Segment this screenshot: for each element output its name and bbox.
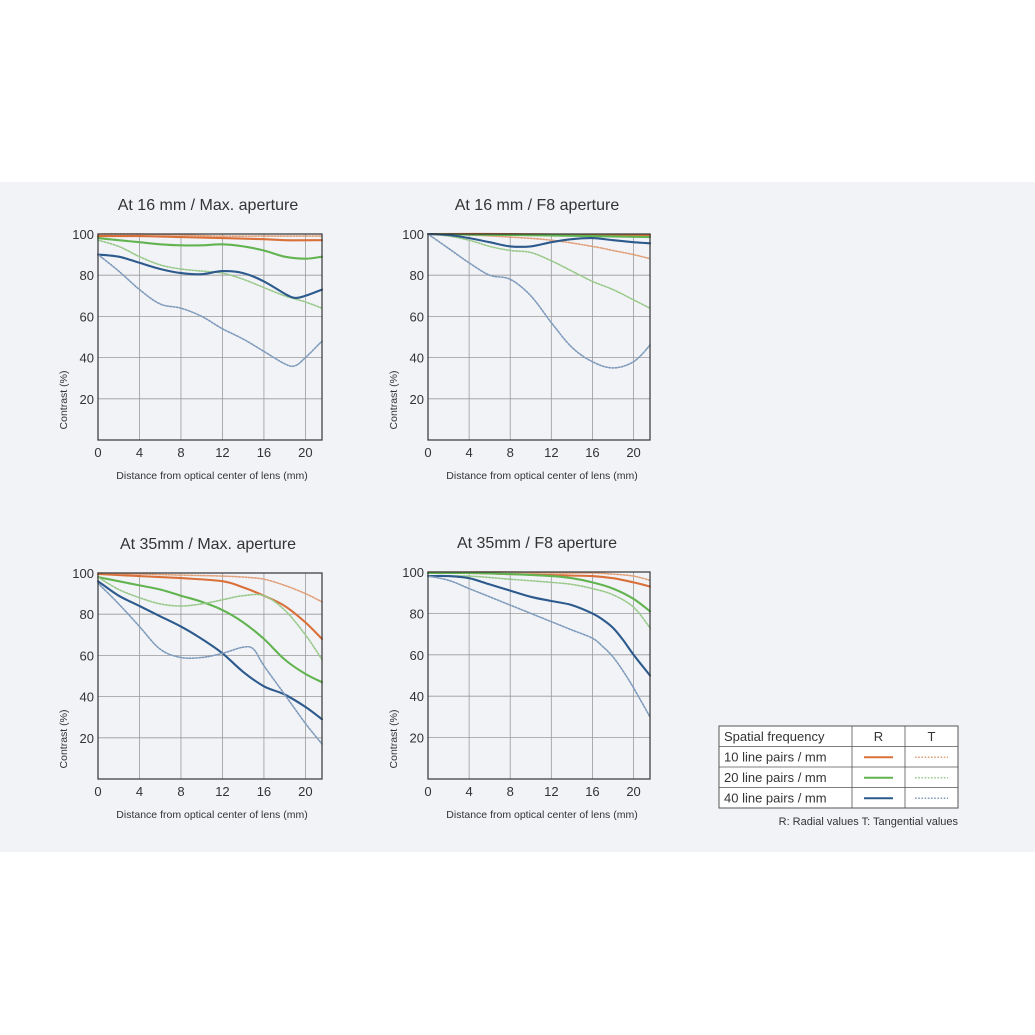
x-tick-label: 4 — [136, 784, 143, 799]
plot-frame — [427, 233, 651, 441]
y-tick-label: 60 — [80, 648, 94, 663]
x-tick-label: 12 — [544, 445, 558, 460]
chart-title: At 16 mm / Max. aperture — [118, 197, 299, 214]
chart-title: At 16 mm / F8 aperture — [455, 197, 620, 214]
x-tick-label: 20 — [298, 445, 312, 460]
x-tick-label: 4 — [136, 445, 143, 460]
x-tick-label: 12 — [544, 784, 558, 799]
series-line-40lp-radial — [426, 232, 652, 248]
legend-col-r: R — [874, 729, 883, 744]
x-tick-label: 0 — [94, 445, 101, 460]
series-line-40lp-radial — [426, 574, 652, 677]
y-tick-label: 100 — [402, 565, 424, 580]
y-tick-label: 80 — [80, 268, 94, 283]
y-tick-label: 100 — [402, 227, 424, 242]
series-line-40lp-radial — [96, 253, 324, 300]
x-axis-label: Distance from optical center of lens (mm… — [116, 809, 307, 821]
y-tick-label: 40 — [410, 351, 424, 366]
series-line-20lp-radial — [96, 237, 324, 260]
series-line-10lp-radial — [96, 572, 324, 640]
y-tick-label: 80 — [80, 607, 94, 622]
y-tick-label: 80 — [410, 268, 424, 283]
legend-row-label: 20 line pairs / mm — [724, 770, 827, 785]
chart-title: At 35mm / Max. aperture — [120, 536, 296, 553]
x-tick-label: 20 — [298, 784, 312, 799]
legend-header: Spatial frequency — [724, 729, 825, 744]
x-tick-label: 8 — [177, 784, 184, 799]
chart-title: At 35mm / F8 aperture — [457, 535, 617, 552]
y-tick-label: 40 — [80, 690, 94, 705]
x-tick-label: 4 — [465, 445, 472, 460]
series-line-20lp-tangential — [427, 575, 651, 629]
y-tick-label: 20 — [80, 392, 94, 407]
x-tick-label: 8 — [507, 445, 514, 460]
series-line-40lp-tangential — [427, 575, 651, 718]
x-axis-label: Distance from optical center of lens (mm… — [446, 470, 637, 482]
y-tick-label: 80 — [410, 606, 424, 621]
y-axis-label: Contrast (%) — [58, 710, 70, 769]
y-tick-label: 60 — [410, 648, 424, 663]
legend-note: R: Radial values T: Tangential values — [779, 816, 959, 828]
x-tick-label: 0 — [94, 784, 101, 799]
series-line-20lp-tangential — [97, 239, 323, 309]
mtf-chart-2: At 16 mm / F8 aperture 0 4 8 12 16 20 20 40 60 80 1… — [388, 197, 652, 482]
x-tick-label: 0 — [424, 445, 431, 460]
x-tick-label: 16 — [257, 445, 271, 460]
mtf-chart-3: At 35mm / Max. aperture 0 4 8 12 16 20 20 40 60 80… — [58, 536, 324, 821]
y-tick-label: 60 — [410, 309, 424, 324]
y-tick-label: 60 — [80, 309, 94, 324]
series-line-40lp-tangential — [427, 233, 651, 369]
series-line-40lp-tangential — [97, 253, 323, 368]
x-axis-label: Distance from optical center of lens (mm… — [116, 470, 307, 482]
series-line-10lp-radial — [96, 234, 324, 242]
mtf-chart-1: At 16 mm / Max. aperture 0 4 8 12 16 20 20 40 60 8… — [58, 197, 324, 482]
x-tick-label: 12 — [215, 784, 229, 799]
series-line-20lp-tangential — [97, 576, 323, 661]
x-tick-label: 12 — [215, 445, 229, 460]
x-tick-label: 16 — [257, 784, 271, 799]
mtf-chart-4: At 35mm / F8 aperture 0 4 8 12 16 20 20 40 60 80 10… — [388, 535, 652, 821]
x-tick-label: 0 — [424, 784, 431, 799]
y-tick-label: 40 — [410, 689, 424, 704]
x-tick-label: 4 — [465, 784, 472, 799]
x-tick-label: 20 — [626, 784, 640, 799]
plot-frame — [427, 571, 651, 780]
legend: Spatial frequency R T 10 line pairs / mm 20 … — [718, 725, 959, 828]
plot-frame — [97, 572, 323, 780]
legend-row-label: 40 line pairs / mm — [724, 791, 827, 806]
x-tick-label: 16 — [585, 445, 599, 460]
x-tick-label: 20 — [626, 445, 640, 460]
x-tick-label: 8 — [507, 784, 514, 799]
legend-col-t: T — [928, 729, 936, 744]
series-line-20lp-radial — [426, 571, 652, 613]
series-line-20lp-radial — [96, 576, 324, 684]
y-tick-label: 20 — [410, 731, 424, 746]
series-line-20lp-tangential — [427, 233, 651, 309]
y-axis-label: Contrast (%) — [388, 371, 400, 430]
y-tick-label: 100 — [72, 227, 94, 242]
x-tick-label: 16 — [585, 784, 599, 799]
y-axis-label: Contrast (%) — [388, 710, 400, 769]
y-tick-label: 20 — [80, 731, 94, 746]
x-axis-label: Distance from optical center of lens (mm… — [446, 809, 637, 821]
series-line-40lp-tangential — [97, 582, 323, 745]
x-tick-label: 8 — [177, 445, 184, 460]
y-tick-label: 100 — [72, 566, 94, 581]
y-tick-label: 40 — [80, 351, 94, 366]
y-axis-label: Contrast (%) — [58, 371, 70, 430]
plot-frame — [97, 233, 323, 441]
series-line-40lp-radial — [96, 580, 324, 721]
series-line-10lp-tangential — [97, 572, 323, 603]
legend-row-label: 10 line pairs / mm — [724, 750, 827, 765]
y-tick-label: 20 — [410, 392, 424, 407]
